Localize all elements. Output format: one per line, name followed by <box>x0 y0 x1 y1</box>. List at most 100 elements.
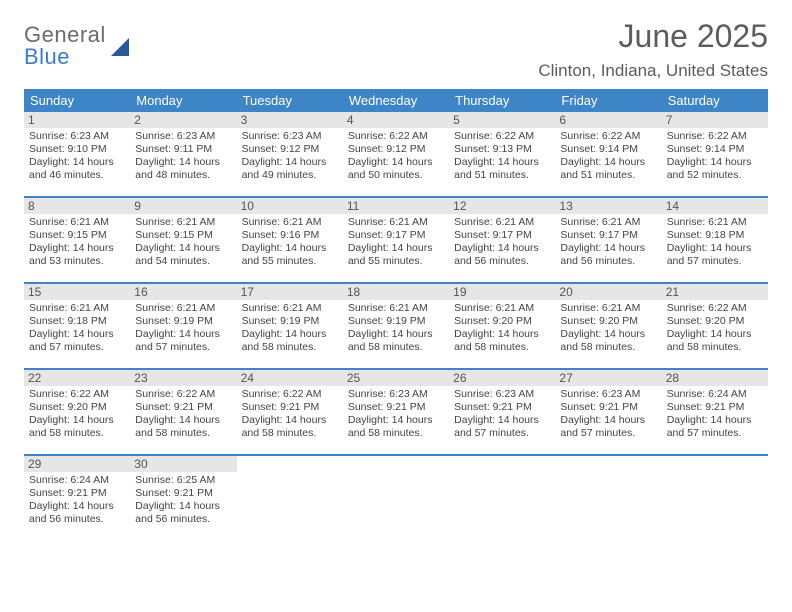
day-number: 12 <box>449 198 555 214</box>
sunset-line: Sunset: 9:12 PM <box>348 143 444 156</box>
daylight-line: Daylight: 14 hours and 58 minutes. <box>667 328 763 354</box>
daylight-line: Daylight: 14 hours and 57 minutes. <box>667 414 763 440</box>
empty-cell <box>237 456 343 540</box>
day-number: 7 <box>662 112 768 128</box>
day-number: 20 <box>555 284 661 300</box>
day-cell: 20Sunrise: 6:21 AMSunset: 9:20 PMDayligh… <box>555 284 661 368</box>
daylight-line: Daylight: 14 hours and 53 minutes. <box>29 242 125 268</box>
day-cell: 24Sunrise: 6:22 AMSunset: 9:21 PMDayligh… <box>237 370 343 454</box>
daylight-line: Daylight: 14 hours and 57 minutes. <box>560 414 656 440</box>
sunrise-line: Sunrise: 6:22 AM <box>242 388 338 401</box>
day-number: 22 <box>24 370 130 386</box>
day-number: 11 <box>343 198 449 214</box>
sunset-line: Sunset: 9:14 PM <box>560 143 656 156</box>
daylight-line: Daylight: 14 hours and 55 minutes. <box>242 242 338 268</box>
day-number: 8 <box>24 198 130 214</box>
sunset-line: Sunset: 9:21 PM <box>29 487 125 500</box>
sunset-line: Sunset: 9:17 PM <box>560 229 656 242</box>
sunrise-line: Sunrise: 6:22 AM <box>454 130 550 143</box>
day-cell: 27Sunrise: 6:23 AMSunset: 9:21 PMDayligh… <box>555 370 661 454</box>
daylight-line: Daylight: 14 hours and 57 minutes. <box>454 414 550 440</box>
daylight-line: Daylight: 14 hours and 55 minutes. <box>348 242 444 268</box>
sunset-line: Sunset: 9:17 PM <box>348 229 444 242</box>
sunset-line: Sunset: 9:20 PM <box>29 401 125 414</box>
sunrise-line: Sunrise: 6:23 AM <box>242 130 338 143</box>
brand-bottom: Blue <box>24 46 106 68</box>
sunrise-line: Sunrise: 6:25 AM <box>135 474 231 487</box>
sunrise-line: Sunrise: 6:21 AM <box>29 216 125 229</box>
daylight-line: Daylight: 14 hours and 58 minutes. <box>454 328 550 354</box>
sunset-line: Sunset: 9:17 PM <box>454 229 550 242</box>
daylight-line: Daylight: 14 hours and 57 minutes. <box>667 242 763 268</box>
sunset-line: Sunset: 9:10 PM <box>29 143 125 156</box>
dow-sunday: Sunday <box>24 89 130 112</box>
day-number: 26 <box>449 370 555 386</box>
daylight-line: Daylight: 14 hours and 54 minutes. <box>135 242 231 268</box>
sunset-line: Sunset: 9:21 PM <box>135 401 231 414</box>
sunset-line: Sunset: 9:20 PM <box>667 315 763 328</box>
day-cell: 22Sunrise: 6:22 AMSunset: 9:20 PMDayligh… <box>24 370 130 454</box>
daylight-line: Daylight: 14 hours and 51 minutes. <box>560 156 656 182</box>
day-cell: 10Sunrise: 6:21 AMSunset: 9:16 PMDayligh… <box>237 198 343 282</box>
daylight-line: Daylight: 14 hours and 57 minutes. <box>135 328 231 354</box>
sunrise-line: Sunrise: 6:21 AM <box>135 216 231 229</box>
sail-icon <box>111 38 129 56</box>
day-number: 24 <box>237 370 343 386</box>
day-number: 5 <box>449 112 555 128</box>
day-cell: 12Sunrise: 6:21 AMSunset: 9:17 PMDayligh… <box>449 198 555 282</box>
sunset-line: Sunset: 9:16 PM <box>242 229 338 242</box>
sunset-line: Sunset: 9:20 PM <box>454 315 550 328</box>
day-cell: 4Sunrise: 6:22 AMSunset: 9:12 PMDaylight… <box>343 112 449 196</box>
daylight-line: Daylight: 14 hours and 58 minutes. <box>242 328 338 354</box>
week-row: 29Sunrise: 6:24 AMSunset: 9:21 PMDayligh… <box>24 456 768 540</box>
sunrise-line: Sunrise: 6:23 AM <box>560 388 656 401</box>
sunset-line: Sunset: 9:15 PM <box>29 229 125 242</box>
day-cell: 25Sunrise: 6:23 AMSunset: 9:21 PMDayligh… <box>343 370 449 454</box>
title-block: June 2025 Clinton, Indiana, United State… <box>538 18 768 81</box>
sunrise-line: Sunrise: 6:21 AM <box>454 216 550 229</box>
day-cell: 19Sunrise: 6:21 AMSunset: 9:20 PMDayligh… <box>449 284 555 368</box>
sunset-line: Sunset: 9:19 PM <box>242 315 338 328</box>
day-cell: 15Sunrise: 6:21 AMSunset: 9:18 PMDayligh… <box>24 284 130 368</box>
sunrise-line: Sunrise: 6:21 AM <box>348 302 444 315</box>
day-number: 4 <box>343 112 449 128</box>
daylight-line: Daylight: 14 hours and 58 minutes. <box>135 414 231 440</box>
day-number: 10 <box>237 198 343 214</box>
sunset-line: Sunset: 9:21 PM <box>348 401 444 414</box>
daylight-line: Daylight: 14 hours and 58 minutes. <box>348 414 444 440</box>
daylight-line: Daylight: 14 hours and 58 minutes. <box>29 414 125 440</box>
day-number: 2 <box>130 112 236 128</box>
sunrise-line: Sunrise: 6:21 AM <box>560 302 656 315</box>
sunset-line: Sunset: 9:20 PM <box>560 315 656 328</box>
day-cell: 13Sunrise: 6:21 AMSunset: 9:17 PMDayligh… <box>555 198 661 282</box>
day-number: 9 <box>130 198 236 214</box>
day-number: 18 <box>343 284 449 300</box>
sunrise-line: Sunrise: 6:22 AM <box>667 130 763 143</box>
day-number: 3 <box>237 112 343 128</box>
empty-cell <box>449 456 555 540</box>
day-cell: 7Sunrise: 6:22 AMSunset: 9:14 PMDaylight… <box>662 112 768 196</box>
sunrise-line: Sunrise: 6:24 AM <box>29 474 125 487</box>
sunrise-line: Sunrise: 6:21 AM <box>560 216 656 229</box>
daylight-line: Daylight: 14 hours and 49 minutes. <box>242 156 338 182</box>
sunrise-line: Sunrise: 6:21 AM <box>454 302 550 315</box>
sunrise-line: Sunrise: 6:21 AM <box>135 302 231 315</box>
sunrise-line: Sunrise: 6:22 AM <box>667 302 763 315</box>
day-cell: 16Sunrise: 6:21 AMSunset: 9:19 PMDayligh… <box>130 284 236 368</box>
day-number: 23 <box>130 370 236 386</box>
sunset-line: Sunset: 9:21 PM <box>242 401 338 414</box>
day-number: 1 <box>24 112 130 128</box>
dow-tuesday: Tuesday <box>237 89 343 112</box>
daylight-line: Daylight: 14 hours and 48 minutes. <box>135 156 231 182</box>
day-number: 27 <box>555 370 661 386</box>
location-text: Clinton, Indiana, United States <box>538 61 768 81</box>
day-cell: 21Sunrise: 6:22 AMSunset: 9:20 PMDayligh… <box>662 284 768 368</box>
daylight-line: Daylight: 14 hours and 52 minutes. <box>667 156 763 182</box>
dow-monday: Monday <box>130 89 236 112</box>
header: General Blue June 2025 Clinton, Indiana,… <box>24 18 768 81</box>
day-number: 15 <box>24 284 130 300</box>
day-cell: 17Sunrise: 6:21 AMSunset: 9:19 PMDayligh… <box>237 284 343 368</box>
day-number: 17 <box>237 284 343 300</box>
empty-cell <box>343 456 449 540</box>
daylight-line: Daylight: 14 hours and 56 minutes. <box>560 242 656 268</box>
